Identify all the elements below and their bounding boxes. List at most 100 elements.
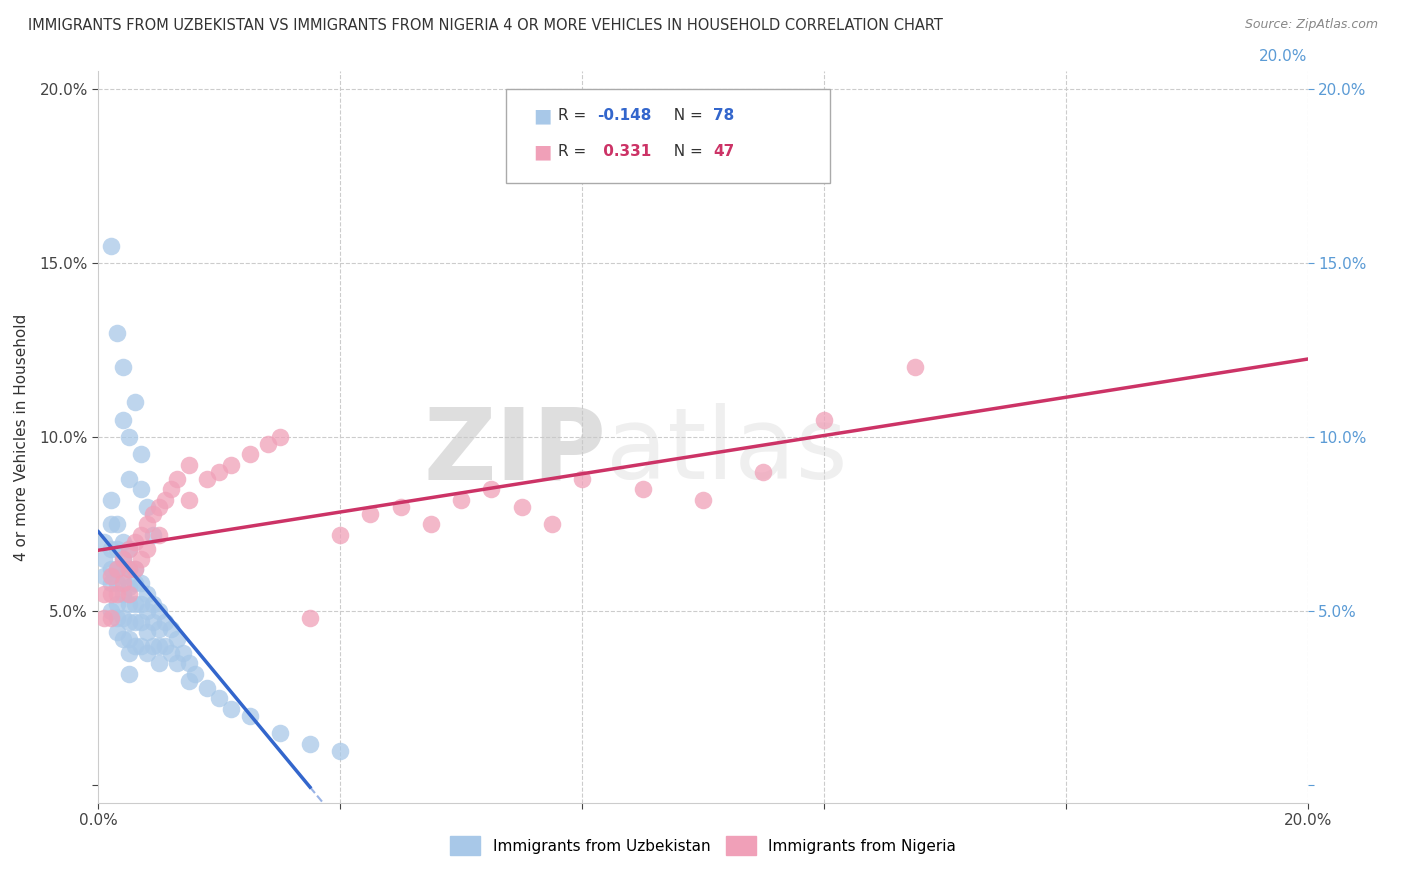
Text: N =: N =: [664, 109, 707, 123]
Point: [135, 646, 157, 660]
Point: [124, 534, 146, 549]
Point: [118, 430, 141, 444]
Point: [105, 576, 128, 591]
Point: [100, 569, 122, 583]
Point: [111, 552, 134, 566]
Point: [100, 517, 122, 532]
Point: [179, 458, 201, 472]
Point: [118, 580, 141, 594]
Point: [540, 517, 562, 532]
Point: [118, 667, 141, 681]
Point: [360, 507, 382, 521]
Point: [129, 615, 152, 629]
Point: [184, 667, 207, 681]
Point: [148, 622, 170, 636]
Point: [124, 562, 146, 576]
Point: [100, 492, 122, 507]
Point: [111, 632, 134, 646]
Point: [153, 615, 176, 629]
Point: [142, 507, 165, 521]
Point: [904, 360, 927, 375]
Point: [129, 483, 152, 497]
Point: [142, 639, 165, 653]
Point: [135, 587, 157, 601]
Text: 0.331: 0.331: [598, 145, 651, 159]
Text: ZIP: ZIP: [423, 403, 606, 500]
Point: [329, 743, 352, 757]
Point: [118, 541, 141, 556]
Text: atlas: atlas: [606, 403, 848, 500]
Point: [135, 625, 157, 640]
Point: [153, 492, 176, 507]
Point: [208, 465, 231, 479]
Point: [100, 576, 122, 591]
Point: [510, 500, 533, 514]
Point: [129, 448, 152, 462]
Point: [118, 632, 141, 646]
Point: [100, 238, 122, 252]
Text: 20.0%: 20.0%: [1260, 49, 1308, 64]
Point: [129, 552, 152, 566]
Point: [135, 500, 157, 514]
Point: [160, 622, 183, 636]
Point: [129, 597, 152, 611]
Point: [135, 604, 157, 618]
Point: [329, 527, 352, 541]
Point: [153, 639, 176, 653]
Point: [148, 639, 170, 653]
Point: [118, 562, 141, 576]
Point: [160, 646, 183, 660]
Point: [195, 472, 218, 486]
Point: [111, 611, 134, 625]
Point: [135, 541, 157, 556]
Point: [179, 657, 201, 671]
Point: [118, 597, 141, 611]
Point: [129, 527, 152, 541]
Y-axis label: 4 or more Vehicles in Household: 4 or more Vehicles in Household: [14, 313, 28, 561]
Point: [93, 611, 115, 625]
Point: [256, 437, 278, 451]
Point: [269, 726, 291, 740]
Point: [179, 492, 201, 507]
Point: [118, 587, 141, 601]
Text: 78: 78: [713, 109, 734, 123]
Point: [269, 430, 291, 444]
Point: [752, 465, 775, 479]
Text: IMMIGRANTS FROM UZBEKISTAN VS IMMIGRANTS FROM NIGERIA 4 OR MORE VEHICLES IN HOUS: IMMIGRANTS FROM UZBEKISTAN VS IMMIGRANTS…: [28, 18, 943, 33]
Point: [299, 737, 322, 751]
Point: [221, 458, 243, 472]
Point: [105, 597, 128, 611]
Point: [124, 597, 146, 611]
Point: [111, 552, 134, 566]
Point: [420, 517, 443, 532]
Point: [208, 691, 231, 706]
Point: [105, 326, 128, 340]
Point: [93, 569, 115, 583]
Point: [111, 534, 134, 549]
Point: [118, 472, 141, 486]
Point: [118, 615, 141, 629]
Point: [105, 517, 128, 532]
Point: [389, 500, 412, 514]
Point: [111, 360, 134, 375]
Text: ■: ■: [533, 142, 551, 161]
Text: 47: 47: [713, 145, 734, 159]
Point: [105, 611, 128, 625]
Point: [142, 615, 165, 629]
Point: [100, 587, 122, 601]
Point: [166, 632, 188, 646]
Point: [118, 646, 141, 660]
Point: [111, 587, 134, 601]
Text: R =: R =: [558, 145, 592, 159]
Point: [450, 492, 472, 507]
Text: ■: ■: [533, 106, 551, 126]
Point: [160, 483, 183, 497]
Point: [93, 534, 115, 549]
Point: [571, 472, 593, 486]
Point: [239, 708, 262, 723]
Point: [118, 541, 141, 556]
Point: [124, 562, 146, 576]
Point: [148, 604, 170, 618]
Point: [481, 483, 503, 497]
Point: [111, 412, 134, 426]
